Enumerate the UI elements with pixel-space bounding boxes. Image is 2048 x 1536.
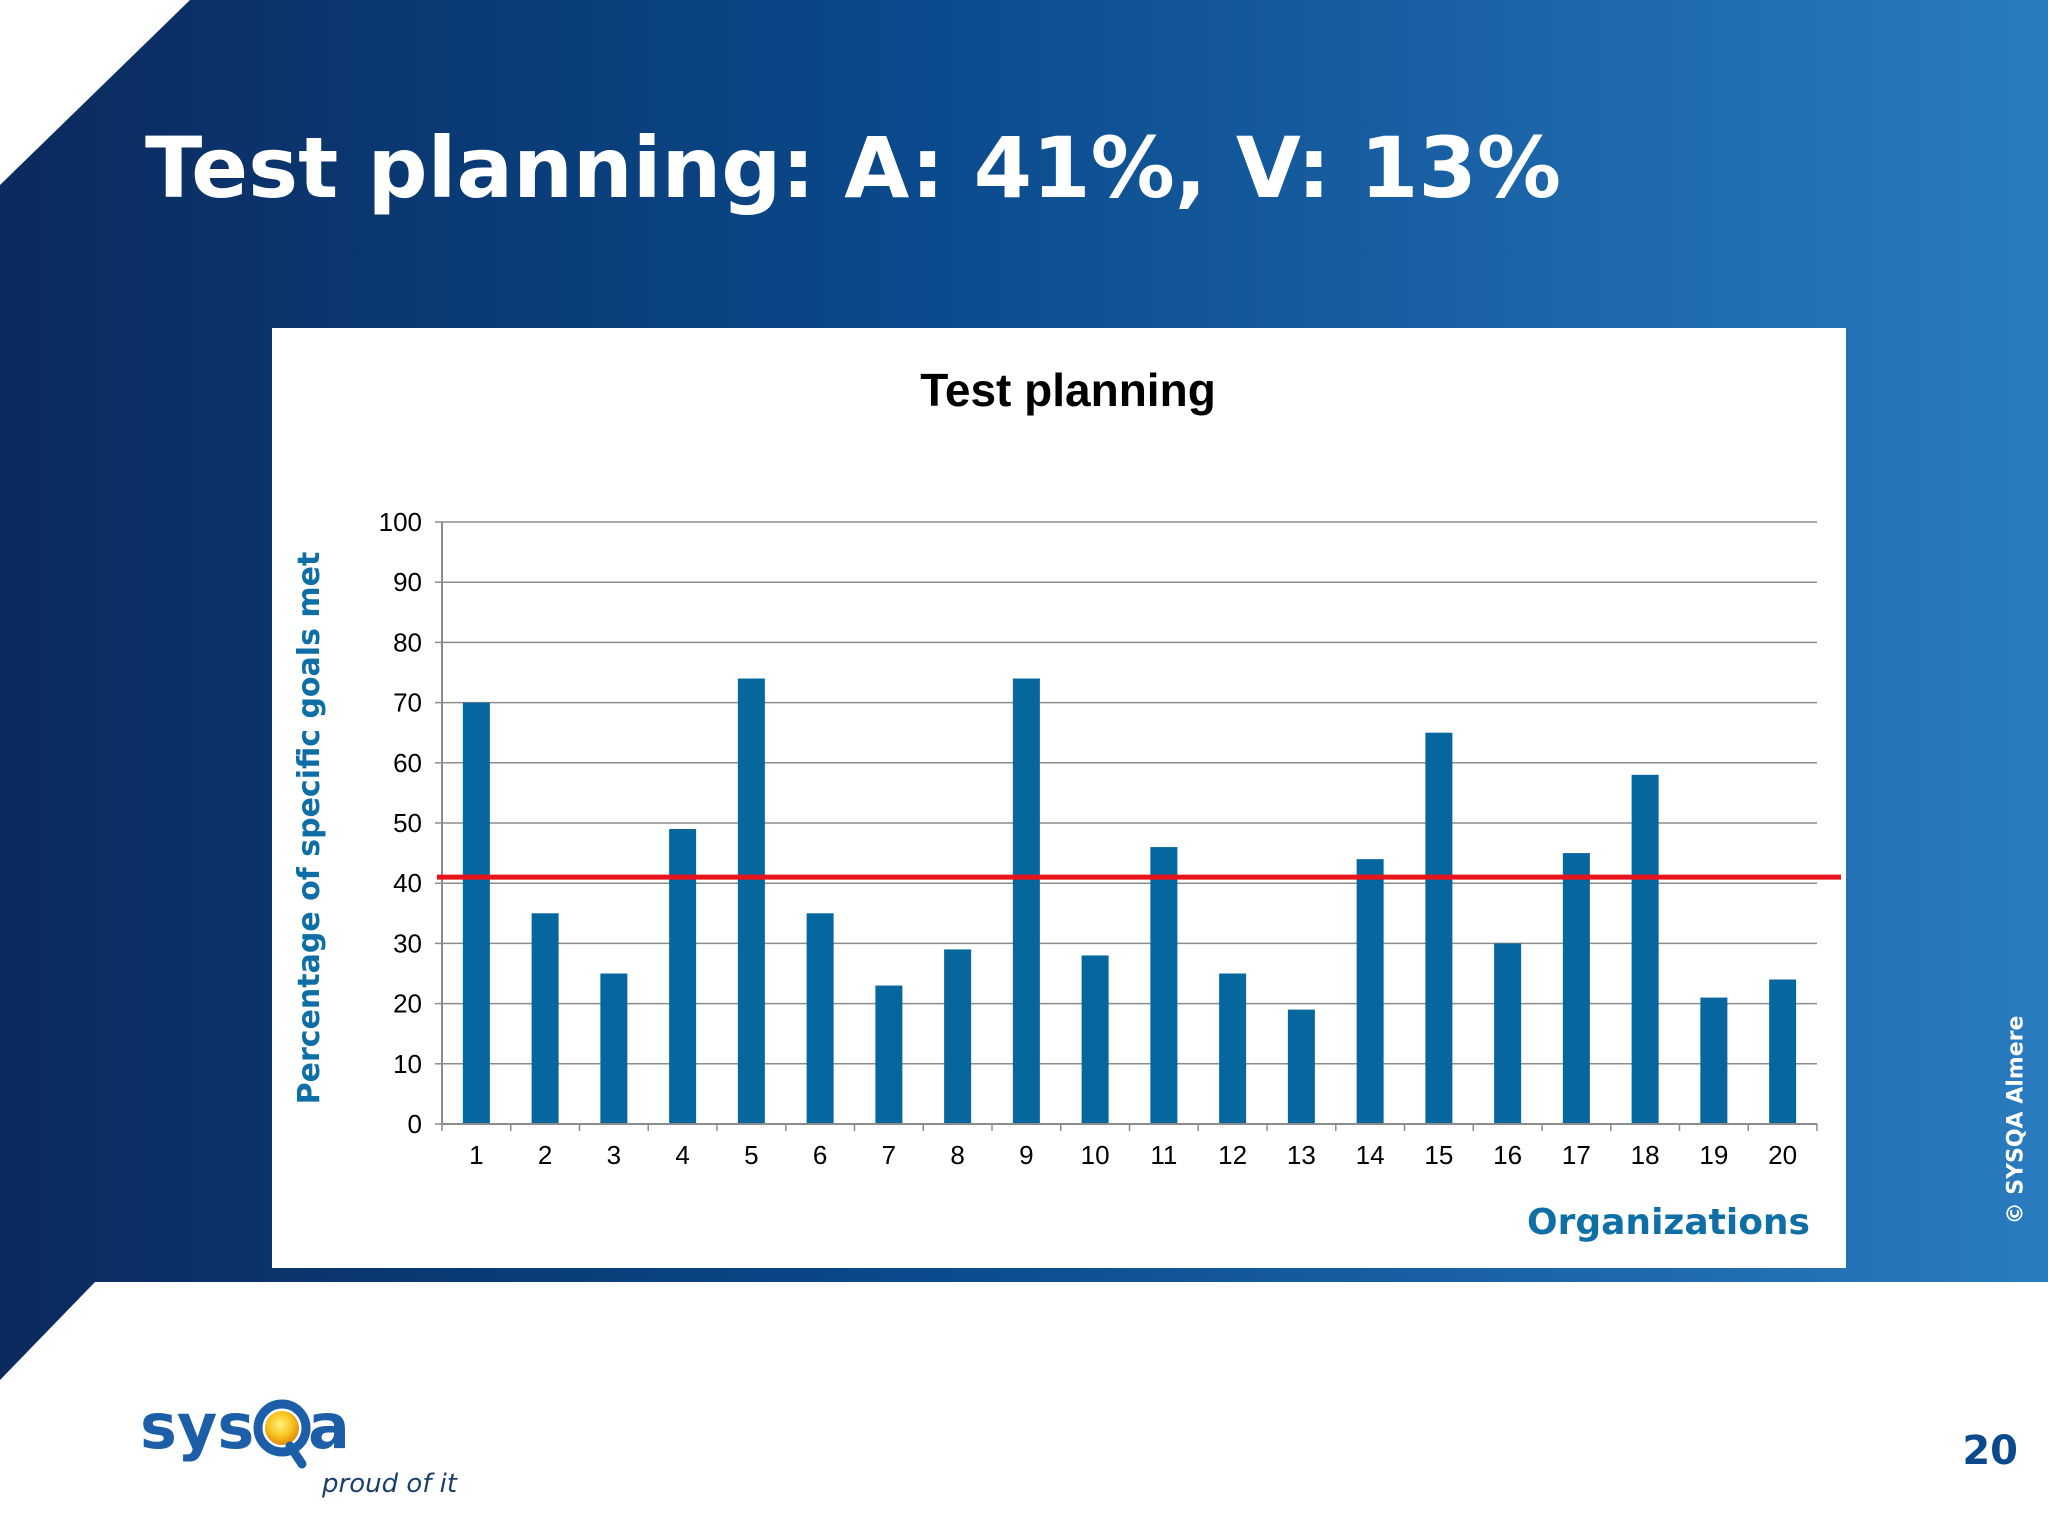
bars bbox=[462, 678, 1797, 1124]
sysqa-logo: sys a proud of it bbox=[140, 1390, 458, 1499]
y-tick-labels: 0 10 20 30 40 50 60 70 80 90 100 bbox=[379, 507, 422, 1139]
bar-org-3 bbox=[600, 973, 628, 1124]
x-tick-label: 10 bbox=[1081, 1140, 1110, 1170]
bar-org-17 bbox=[1562, 853, 1590, 1124]
svg-text:sys: sys bbox=[140, 1390, 254, 1463]
x-tick-label: 7 bbox=[882, 1140, 896, 1170]
y-tick-label: 50 bbox=[393, 808, 422, 838]
x-tick-label: 19 bbox=[1699, 1140, 1728, 1170]
axes bbox=[441, 522, 1818, 1131]
bar-org-20 bbox=[1769, 979, 1797, 1124]
x-tick-label: 20 bbox=[1768, 1140, 1797, 1170]
y-tick-label: 60 bbox=[393, 748, 422, 778]
bar-org-9 bbox=[1012, 678, 1040, 1124]
x-tick-label: 13 bbox=[1287, 1140, 1316, 1170]
bar-org-15 bbox=[1425, 732, 1453, 1124]
bar-org-18 bbox=[1631, 774, 1659, 1124]
page-number: 20 bbox=[1962, 1428, 2018, 1474]
x-tick-label: 18 bbox=[1631, 1140, 1660, 1170]
bar-org-4 bbox=[669, 829, 697, 1124]
svg-text:a: a bbox=[308, 1390, 350, 1463]
bar-org-19 bbox=[1700, 997, 1728, 1124]
y-tick-label: 30 bbox=[393, 928, 422, 958]
bar-org-8 bbox=[944, 949, 972, 1124]
chart-panel: Test planning Percentage of specific goa… bbox=[272, 328, 1846, 1268]
y-tick-label: 40 bbox=[393, 868, 422, 898]
x-tick-label: 11 bbox=[1150, 1140, 1177, 1170]
bar-org-7 bbox=[875, 985, 903, 1124]
x-tick-label: 4 bbox=[675, 1140, 689, 1170]
bar-org-16 bbox=[1494, 943, 1522, 1124]
x-tick-label: 9 bbox=[1019, 1140, 1033, 1170]
y-tick-label: 90 bbox=[393, 567, 422, 597]
y-tick-label: 10 bbox=[393, 1049, 422, 1079]
x-tick-label: 14 bbox=[1356, 1140, 1385, 1170]
x-tick-label: 12 bbox=[1218, 1140, 1247, 1170]
bar-org-13 bbox=[1287, 1009, 1315, 1124]
copyright-text: © SYSQA Almere bbox=[2003, 1015, 2029, 1225]
y-tick-label: 80 bbox=[393, 627, 422, 657]
gridlines bbox=[435, 521, 1817, 1125]
bar-org-5 bbox=[737, 678, 765, 1124]
bar-org-11 bbox=[1150, 847, 1178, 1124]
y-tick-label: 0 bbox=[408, 1109, 422, 1139]
bar-org-1 bbox=[462, 702, 490, 1124]
x-tick-label: 3 bbox=[607, 1140, 621, 1170]
bar-chart: Test planning Percentage of specific goa… bbox=[292, 364, 1841, 1243]
bar-org-10 bbox=[1081, 955, 1109, 1124]
y-tick-label: 20 bbox=[393, 989, 422, 1019]
x-tick-label: 8 bbox=[950, 1140, 964, 1170]
x-tick-label: 6 bbox=[813, 1140, 827, 1170]
bar-org-2 bbox=[531, 913, 559, 1124]
x-tick-label: 2 bbox=[538, 1140, 552, 1170]
x-tick-label: 16 bbox=[1493, 1140, 1522, 1170]
x-tick-label: 17 bbox=[1562, 1140, 1591, 1170]
chart-title: Test planning bbox=[920, 364, 1216, 416]
svg-text:proud of it: proud of it bbox=[321, 1469, 458, 1499]
x-axis-title: Organizations bbox=[1527, 1202, 1810, 1243]
y-tick-label: 100 bbox=[379, 507, 422, 537]
y-axis-title: Percentage of specific goals met bbox=[292, 552, 327, 1105]
slide-title: Test planning: A: 41%, V: 13% bbox=[145, 119, 1562, 217]
x-tick-label: 15 bbox=[1424, 1140, 1453, 1170]
x-tick-labels: 1 2 3 4 5 6 7 8 9 10 11 12 13 14 15 16 17 18 19 20 bbox=[469, 1140, 1797, 1170]
y-tick-label: 70 bbox=[393, 688, 422, 718]
bar-org-14 bbox=[1356, 859, 1384, 1124]
x-tick-label: 1 bbox=[469, 1140, 483, 1170]
bar-org-6 bbox=[806, 913, 834, 1124]
x-tick-label: 5 bbox=[744, 1140, 758, 1170]
bar-org-12 bbox=[1219, 973, 1247, 1124]
